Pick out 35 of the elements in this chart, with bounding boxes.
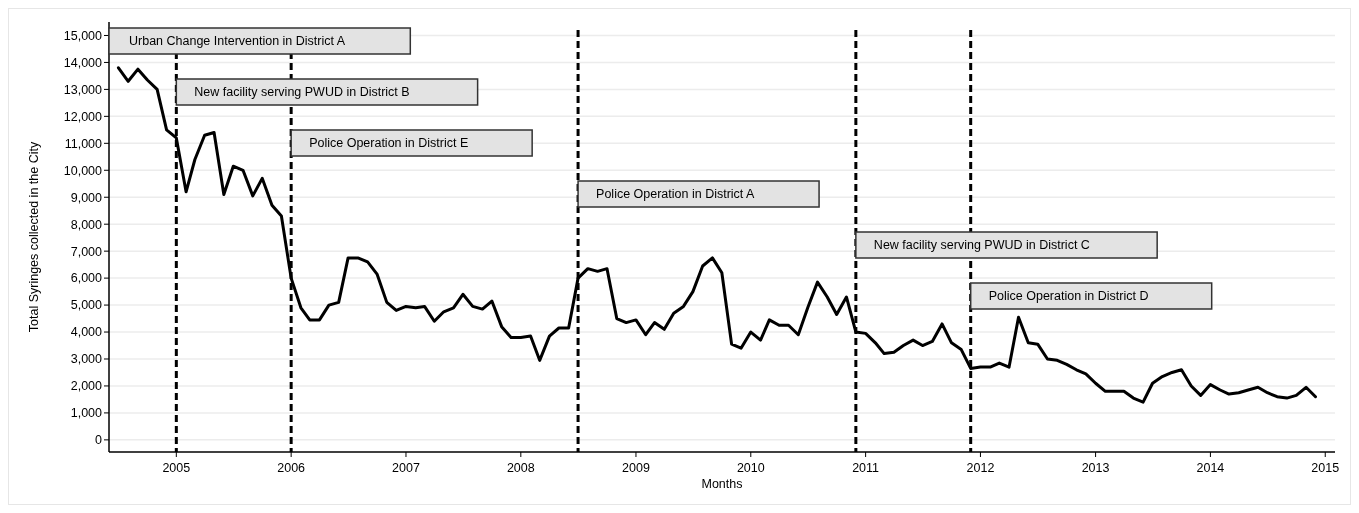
x-tick-label: 2011	[852, 461, 880, 475]
ref-line-label: New facility serving PWUD in District C	[873, 238, 1090, 253]
ref-line-label: Police Operation in District A	[596, 187, 756, 202]
x-tick-label: 2005	[162, 461, 191, 475]
ref-line-label: Police Operation in District E	[309, 136, 469, 151]
y-tick-label: 2,000	[70, 379, 103, 394]
y-tick-label: 1,000	[70, 406, 103, 421]
x-tick-label: 2012	[966, 461, 995, 475]
x-tick-label: 2009	[622, 461, 650, 475]
y-axis-title: Total Syringes collected in the City	[27, 141, 41, 333]
x-tick-label: 2006	[277, 461, 306, 475]
x-axis-title: Months	[701, 477, 743, 491]
y-tick-label: 3,000	[70, 352, 103, 367]
y-tick-label: 4,000	[70, 325, 103, 340]
x-tick-label: 2008	[506, 461, 535, 475]
y-tick-label: 8,000	[70, 217, 103, 232]
y-tick-label: 13,000	[63, 82, 103, 97]
y-tick-label: 7,000	[70, 244, 103, 259]
x-tick-label: 2007	[392, 461, 420, 475]
y-tick-label: 10,000	[63, 163, 103, 178]
ref-line-label: Police Operation in District D	[988, 289, 1149, 304]
y-tick-label: 11,000	[64, 136, 103, 151]
x-tick-label: 2010	[736, 461, 765, 475]
x-tick-label: 2014	[1196, 461, 1225, 475]
x-tick-label: 2015	[1311, 461, 1340, 475]
y-tick-label: 15,000	[63, 28, 103, 43]
y-tick-label: 12,000	[63, 109, 103, 124]
y-tick-label: 9,000	[70, 190, 103, 205]
annotation: Urban Change Intervention in District A	[129, 34, 346, 49]
y-tick-label: 0	[95, 433, 103, 448]
y-tick-label: 5,000	[70, 298, 103, 313]
y-tick-label: 14,000	[63, 55, 103, 70]
ref-line-label: New facility serving PWUD in District B	[194, 85, 410, 100]
y-tick-label: 6,000	[70, 271, 103, 286]
x-tick-label: 2013	[1081, 461, 1110, 475]
